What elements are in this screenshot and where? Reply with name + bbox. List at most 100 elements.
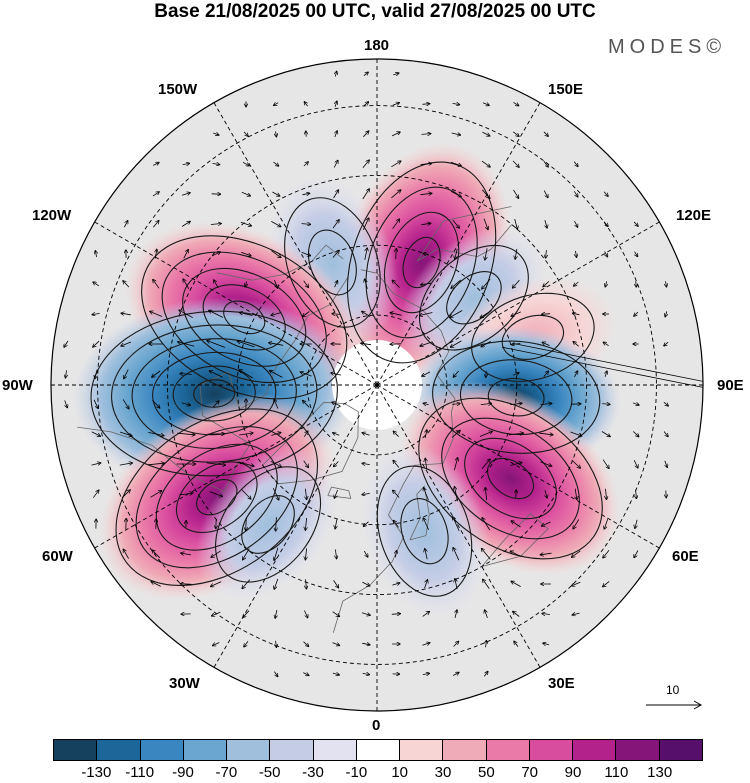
colorbar-tick-label: 70 — [521, 764, 538, 781]
wind-arrow — [212, 401, 219, 408]
wind-arrow — [636, 489, 637, 499]
coastline — [481, 513, 549, 567]
wind-arrow — [606, 488, 607, 499]
wind-arrow — [362, 189, 369, 200]
map-title: Base 21/08/2025 00 UTC, valid 27/08/2025… — [154, 1, 596, 22]
wind-arrow — [303, 641, 309, 647]
wind-arrow — [604, 518, 609, 529]
wind-arrow — [274, 103, 279, 106]
wind-arrow — [511, 551, 522, 558]
colorbar-swatch — [659, 740, 702, 760]
lon-label-60w: 60W — [42, 548, 73, 565]
wind-arrow — [362, 433, 370, 435]
wind-arrow — [333, 580, 339, 587]
wind-arrow — [362, 643, 370, 645]
contour-north-atlantic-ridge — [135, 426, 298, 569]
wind-arrow — [543, 131, 548, 136]
colorbar-swatch — [54, 740, 98, 760]
wind-arrow — [574, 220, 578, 227]
colorbar-swatch — [400, 740, 444, 760]
wind-arrow — [393, 461, 400, 468]
wind-arrow — [272, 488, 278, 500]
wind-arrow — [178, 342, 195, 347]
wind-arrow — [271, 433, 280, 436]
wind-arrow — [240, 313, 253, 316]
wind-arrow — [148, 432, 163, 435]
wind-arrow — [423, 403, 429, 404]
contour-central-canada-trough — [152, 351, 277, 436]
wind-arrow — [481, 310, 492, 318]
wind-arrow — [270, 460, 281, 466]
lon-label-30w: 30W — [169, 675, 200, 692]
wind-arrow — [572, 581, 581, 586]
wind-arrow — [362, 463, 370, 464]
wind-arrow — [573, 342, 579, 347]
colorbar-swatch — [529, 740, 574, 760]
colorbar-tick-label: -70 — [215, 764, 238, 781]
wind-arrow — [542, 314, 551, 315]
wind-arrow — [121, 490, 130, 499]
meridian-line — [376, 384, 660, 549]
wind-arrow — [423, 518, 429, 531]
wind-arrow — [635, 251, 638, 257]
colorbar-tick-label: -50 — [258, 764, 281, 781]
wind-arrow — [363, 550, 367, 557]
wind-arrow — [543, 342, 550, 346]
wind-arrow — [271, 221, 280, 226]
wind-arrow — [152, 221, 158, 228]
wind-arrow — [394, 521, 399, 528]
wind-arrow — [516, 490, 517, 498]
contour-north-pacific-ridge — [402, 236, 441, 289]
meridian-line — [213, 102, 378, 386]
wind-arrow — [181, 402, 190, 406]
wind-arrow — [633, 221, 638, 226]
wind-arrow — [242, 161, 249, 165]
colorbar-swatch — [97, 740, 141, 760]
wind-arrow — [480, 403, 491, 404]
contour-ural-trough — [487, 377, 545, 417]
wind-arrow — [602, 459, 609, 469]
wind-arrow — [455, 487, 458, 502]
wind-arrow — [364, 521, 369, 527]
latitude-circle — [236, 244, 518, 526]
wind-vectors — [64, 72, 703, 677]
lon-label-150w: 150W — [158, 81, 198, 98]
wind-arrow — [332, 251, 339, 258]
contour-west-siberia-ridge — [418, 397, 603, 560]
wind-arrow — [393, 431, 399, 437]
lon-label-120e: 120E — [676, 207, 712, 224]
contour-scandinavia-trough — [400, 498, 449, 565]
wind-arrow — [452, 219, 459, 228]
wind-arrow — [663, 401, 668, 406]
wind-arrow — [603, 191, 608, 196]
wind-arrow — [121, 341, 132, 346]
contour-east-siberia-trough — [446, 271, 502, 325]
colorbar-tick-label: -130 — [81, 764, 112, 781]
wind-arrow — [451, 133, 461, 135]
lon-label-90e: 90E — [717, 377, 744, 394]
colorbar-tick-label: -110 — [125, 764, 155, 781]
wind-arrow — [362, 493, 370, 494]
wind-arrow — [420, 193, 431, 194]
wind-arrow — [91, 463, 101, 465]
contour-north-atlantic-ridge — [196, 478, 238, 516]
wind-arrow — [513, 373, 519, 375]
wind-arrow — [331, 373, 341, 375]
contour-subpolar-trough — [215, 466, 322, 583]
wind-arrow — [543, 160, 548, 167]
colorbar-tick-label: 90 — [564, 764, 582, 781]
colorbar-tick-label: 30 — [434, 764, 452, 781]
wind-arrow — [485, 248, 488, 259]
wind-arrow — [574, 281, 579, 286]
wind-arrow — [392, 103, 399, 106]
wind-arrow — [150, 312, 163, 317]
wind-arrow — [274, 578, 279, 589]
latitude-circle — [306, 314, 448, 456]
wind-arrow — [95, 251, 96, 258]
contour-west-siberia-ridge — [464, 437, 557, 520]
colorbar-swatch — [183, 740, 228, 760]
wind-arrow — [541, 553, 552, 555]
contour-alaska-canada-ridge — [202, 284, 286, 351]
wind-arrow — [333, 190, 339, 199]
wind-arrow — [365, 279, 368, 289]
